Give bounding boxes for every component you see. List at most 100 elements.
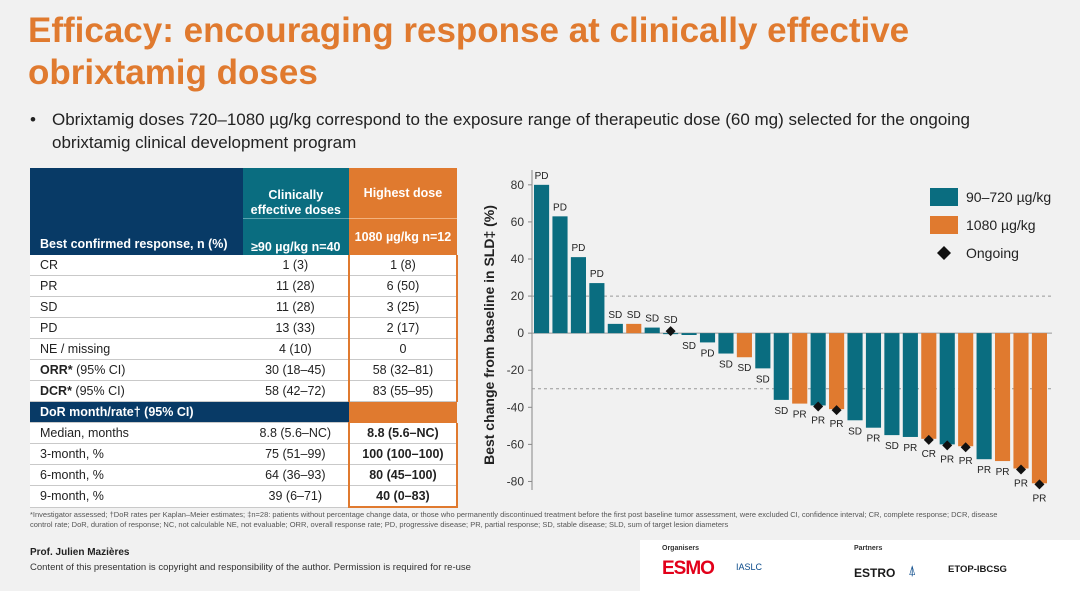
logo-strip: Organisers Partners ESMO IASLC ESTRO ⍋ E…: [640, 540, 1080, 591]
bar-label: SD: [682, 341, 696, 352]
bar: [570, 257, 586, 334]
ongoing-marker: [1015, 464, 1026, 475]
table-row: CR 1 (3) 1 (8): [30, 255, 459, 276]
bar: [773, 333, 789, 400]
bar-label: SD: [756, 374, 770, 385]
dor-col1: 8.8 (5.6–NC): [242, 422, 349, 444]
cell-col2: 3 (25): [347, 296, 459, 318]
bar: [736, 333, 752, 358]
bar: [589, 283, 605, 334]
bar-label: PR: [793, 410, 807, 421]
bar: [607, 323, 623, 334]
y-tick-label: 20: [511, 289, 525, 303]
partners-label: Partners: [854, 545, 883, 552]
bar: [994, 333, 1011, 462]
cell-col2: 2 (17): [347, 317, 459, 339]
bar-label: PR: [959, 456, 973, 467]
y-tick-label: -20: [507, 363, 525, 377]
bar: [939, 333, 955, 445]
dor-label: Median, months: [30, 422, 243, 444]
bar-label: SD: [664, 315, 678, 326]
bar: [829, 333, 845, 410]
y-tick-label: 80: [511, 178, 525, 192]
bar: [534, 184, 550, 334]
col1-title: Clinically effective doses: [242, 168, 349, 219]
bar: [847, 333, 863, 421]
bar: [552, 216, 568, 334]
dor-row: 9-month, % 39 (6–71) 40 (0–83): [30, 485, 459, 508]
iaslc-logo: IASLC: [736, 562, 763, 572]
dor-row: 6-month, % 64 (36–93) 80 (45–100): [30, 464, 459, 486]
author-name: Prof. Julien Mazières: [30, 547, 130, 558]
y-tick-label: -80: [507, 474, 525, 488]
row-label: CR: [30, 255, 243, 276]
bar-label: PD: [553, 202, 567, 213]
bar-label: SD: [737, 363, 751, 374]
legend-label: 90–720 µg/kg: [966, 189, 1051, 205]
dor-header-spacer: [348, 401, 457, 423]
row-label: PR: [30, 275, 243, 297]
bar-label: PR: [996, 467, 1010, 478]
row-label-bold: DCR*: [40, 384, 72, 398]
cell-col1: 30 (18–45): [242, 359, 349, 381]
dor-col2: 100 (100–100): [347, 443, 459, 465]
bar-label: SD: [719, 360, 733, 371]
bar-label: SD: [885, 441, 899, 452]
bar: [958, 333, 974, 447]
row-label: PD: [30, 317, 243, 339]
dor-col1: 64 (36–93): [242, 464, 349, 486]
bar: [1013, 333, 1029, 469]
table-subheader-row: ≥90 µg/kg n=40 1080 µg/kg n=12: [30, 218, 457, 255]
dor-col1: 75 (51–99): [242, 443, 349, 465]
footnote: *Investigator assessed; †DoR rates per K…: [30, 510, 998, 529]
response-table: Best confirmed response, n (%) Clinicall…: [30, 168, 459, 508]
ongoing-marker: [960, 442, 971, 453]
table-row: PR 11 (28) 6 (50): [30, 275, 459, 297]
y-tick-label: 0: [517, 326, 524, 340]
row-label-suffix: (95% CI): [71, 384, 125, 398]
legend-swatch: [930, 216, 958, 234]
ongoing-marker: [665, 326, 676, 337]
bar: [699, 333, 716, 343]
bar: [718, 333, 734, 354]
col2-sub: 1080 µg/kg n=12: [348, 218, 457, 255]
bar-label: PR: [811, 415, 825, 426]
bullet-point: • Obrixtamig doses 720–1080 µg/kg corres…: [30, 108, 1050, 154]
dor-label: 9-month, %: [30, 485, 243, 508]
cell-col1: 13 (33): [242, 317, 349, 339]
bar-label: PR: [940, 454, 954, 465]
table-row: ORR* (95% CI) 30 (18–45) 58 (32–81): [30, 359, 459, 381]
bar-label: PD: [590, 269, 604, 280]
cell-col1: 11 (28): [242, 275, 349, 297]
ongoing-marker: [1034, 479, 1045, 490]
bar-label: PR: [977, 465, 991, 476]
dor-header: DoR month/rate† (95% CI): [30, 401, 349, 423]
cell-col1: 11 (28): [242, 296, 349, 318]
cell-col2: 6 (50): [347, 275, 459, 297]
col2-title: Highest dose: [348, 168, 457, 219]
bar-label: PD: [701, 348, 715, 359]
y-axis-label: Best change from baseline in SLD‡ (%): [481, 205, 497, 465]
slide-title: Efficacy: encouraging response at clinic…: [28, 11, 910, 92]
etop-logo: ETOP-IBCSG: [948, 564, 1007, 575]
bar: [976, 333, 992, 460]
table-row: SD 11 (28) 3 (25): [30, 296, 459, 318]
legend-ongoing-marker: [937, 246, 951, 260]
ongoing-marker: [942, 440, 953, 451]
dor-label: 3-month, %: [30, 443, 243, 465]
dor-header-row: DoR month/rate† (95% CI): [30, 401, 457, 423]
bar: [626, 323, 642, 334]
bar-label: SD: [774, 406, 788, 417]
bar-label: PD: [571, 243, 585, 254]
y-tick-label: 40: [511, 252, 525, 266]
legend-ongoing-label: Ongoing: [966, 245, 1019, 261]
dor-col2: 40 (0–83): [347, 485, 459, 508]
row-label: ORR* (95% CI): [30, 359, 243, 381]
bar-label: PR: [830, 419, 844, 430]
row-label: SD: [30, 296, 243, 318]
ongoing-marker: [813, 401, 824, 412]
bar-label: PR: [903, 443, 917, 454]
bar-label: SD: [848, 426, 862, 437]
bar: [902, 333, 918, 437]
row-label-suffix: (95% CI): [72, 363, 126, 377]
